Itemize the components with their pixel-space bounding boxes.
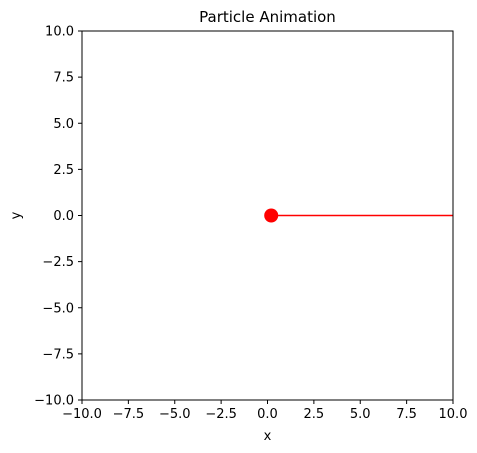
y-axis-label: y (9, 211, 24, 219)
x-tick-label: 0.0 (257, 407, 278, 422)
x-axis: −10.0 −7.5 −5.0 −2.5 0.0 2.5 5.0 7.5 10.0 (62, 400, 467, 422)
x-tick-label: −5.0 (159, 407, 191, 422)
x-tick-label: 2.5 (304, 407, 325, 422)
x-tick-label: 5.0 (350, 407, 371, 422)
y-tick-label: −2.5 (42, 255, 74, 270)
y-tick-label: 5.0 (53, 117, 74, 132)
plot-area (264, 208, 453, 223)
y-tick-label: −10.0 (34, 394, 74, 409)
y-tick-label: −5.0 (42, 301, 74, 316)
y-axis: −10.0 −7.5 −5.0 −2.5 0.0 2.5 5.0 7.5 10.0 (34, 25, 82, 409)
x-tick-label: −10.0 (62, 407, 102, 422)
x-tick-label: −7.5 (113, 407, 145, 422)
x-tick-label: 7.5 (396, 407, 417, 422)
y-tick-label: 0.0 (53, 209, 74, 224)
x-axis-label: x (264, 429, 272, 444)
y-tick-label: 2.5 (53, 163, 74, 178)
particle-marker (264, 208, 279, 223)
y-tick-label: 7.5 (53, 71, 74, 86)
y-tick-label: 10.0 (45, 25, 74, 40)
y-tick-label: −7.5 (42, 347, 74, 362)
x-tick-label: −2.5 (205, 407, 237, 422)
x-tick-label: 10.0 (439, 407, 468, 422)
chart-title: Particle Animation (199, 8, 336, 26)
